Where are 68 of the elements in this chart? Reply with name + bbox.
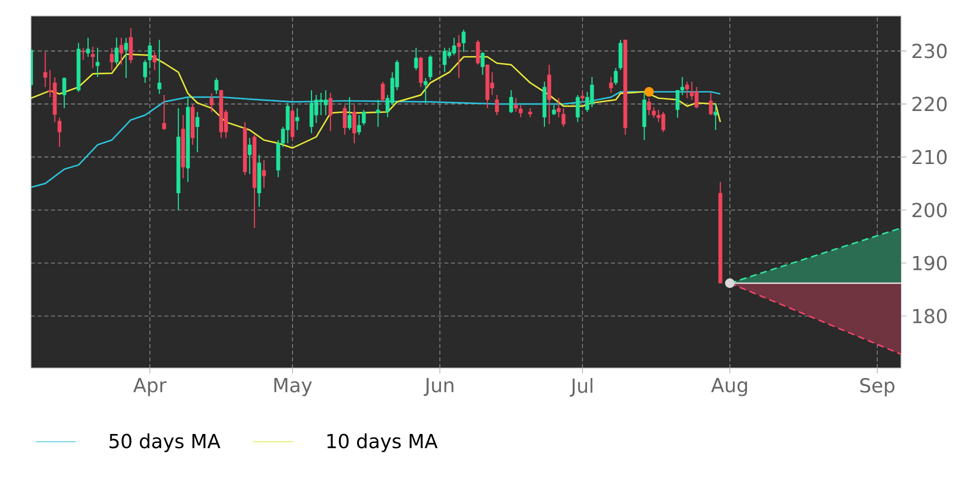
candlestick xyxy=(62,76,66,109)
x-tick-label: Jun xyxy=(424,378,454,396)
candlestick xyxy=(609,76,613,94)
candlestick xyxy=(580,90,584,102)
candlestick xyxy=(96,47,100,78)
candlestick xyxy=(476,39,480,66)
candlestick xyxy=(58,117,62,148)
candlestick xyxy=(514,98,518,112)
candlestick xyxy=(110,47,114,71)
candlestick xyxy=(128,28,133,64)
candlestick xyxy=(376,99,380,128)
candlestick xyxy=(81,47,86,61)
candlestick xyxy=(195,111,200,153)
candlestick xyxy=(157,39,162,94)
x-tick-label: May xyxy=(274,378,312,396)
candlestick xyxy=(428,54,432,81)
candlestick xyxy=(262,160,266,188)
candlestick xyxy=(424,77,428,104)
x-tick-label: Jul xyxy=(570,378,592,397)
candlestick xyxy=(114,37,119,66)
x-tick-label: Aug xyxy=(711,378,747,396)
candlestick xyxy=(295,108,300,131)
candlestick xyxy=(143,59,148,84)
candlestick xyxy=(647,98,651,116)
x-tick-label: Apr xyxy=(133,378,167,396)
candlestick xyxy=(352,104,356,144)
candlestick xyxy=(86,37,90,58)
candlestick xyxy=(552,104,556,116)
candlestick xyxy=(576,94,580,123)
y-tick-label: 180 xyxy=(913,308,947,324)
candlestick xyxy=(380,81,385,102)
candlestick xyxy=(214,77,218,94)
candlestick xyxy=(556,98,561,118)
candlestick xyxy=(119,37,124,66)
candlestick xyxy=(714,102,718,131)
y-tick-label: 220 xyxy=(912,96,947,112)
candlestick xyxy=(348,96,352,131)
y-tick-label: 200 xyxy=(912,202,947,218)
candlestick xyxy=(148,41,152,68)
candlestick xyxy=(462,29,466,53)
candlestick xyxy=(528,108,532,118)
candlestick xyxy=(414,47,418,71)
candlestick xyxy=(248,137,252,175)
legend-label: 10 days MA xyxy=(327,433,438,452)
candlestick xyxy=(509,90,514,114)
candlestick xyxy=(162,94,166,131)
candlestick xyxy=(357,114,361,136)
candlestick xyxy=(342,104,347,136)
candlestick xyxy=(328,92,332,132)
candlestick xyxy=(124,37,128,79)
candlestick xyxy=(456,34,461,79)
candlestick xyxy=(480,52,485,76)
candlestick xyxy=(518,104,523,118)
candlestick xyxy=(43,52,48,88)
candlestick xyxy=(494,94,499,116)
y-tick-label: 230 xyxy=(912,44,947,58)
candlestick xyxy=(362,109,366,126)
candlestick xyxy=(152,52,157,71)
x-tick-label: Sep xyxy=(860,378,894,396)
candlestick xyxy=(90,46,95,68)
y-tick-label: 210 xyxy=(912,150,947,164)
candlestick xyxy=(685,81,690,99)
candlestick xyxy=(562,108,566,128)
y-tick-label: 190 xyxy=(913,256,947,270)
legend-label: 50 days MA xyxy=(110,433,220,452)
candlestick xyxy=(708,92,713,116)
candlestick xyxy=(210,92,214,112)
candlestick xyxy=(614,67,618,86)
